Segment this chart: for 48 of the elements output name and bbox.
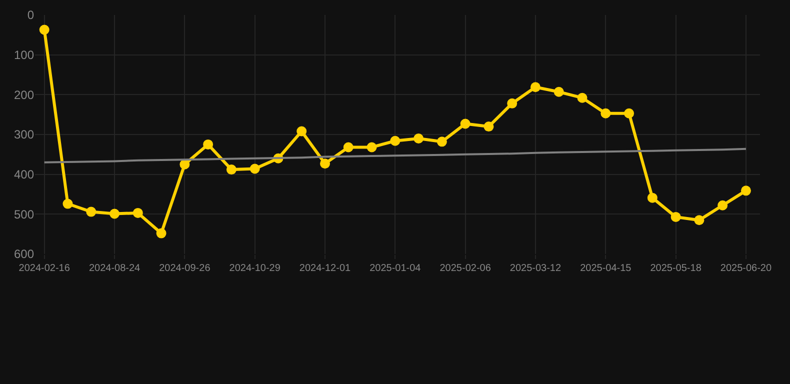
point [110, 208, 120, 219]
point [366, 142, 377, 152]
point [647, 192, 658, 203]
point [484, 122, 494, 132]
point [577, 92, 588, 103]
x-tick-label: 2024-10-29 [229, 263, 281, 274]
point [554, 86, 564, 97]
point [507, 98, 518, 108]
point [180, 159, 190, 170]
point [740, 186, 751, 196]
y-tick-label: 200 [14, 88, 34, 102]
x-tick-label: 2024-02-16 [18, 263, 70, 274]
point [670, 212, 681, 222]
point [226, 164, 236, 175]
point [39, 24, 50, 35]
point [390, 136, 400, 146]
point [624, 108, 634, 118]
y-tick-label: 100 [14, 48, 34, 62]
x-tick-label: 2024-12-01 [299, 263, 352, 274]
point [460, 118, 470, 129]
point [203, 139, 214, 150]
x-tick-label: 2024-08-24 [88, 263, 141, 274]
y-tick-label: 400 [14, 168, 34, 182]
y-tick-label: 600 [14, 247, 34, 262]
point [694, 215, 704, 226]
x-tick-label: 2025-05-18 [650, 263, 702, 274]
point [530, 82, 540, 92]
point [62, 198, 73, 209]
point [132, 208, 143, 218]
x-tick-label: 2024-09-26 [159, 263, 211, 274]
point [296, 126, 307, 136]
x-tick-label: 2025-03-12 [510, 263, 562, 274]
y-tick-label: 500 [14, 207, 34, 222]
x-tick-label: 2025-02-06 [440, 263, 492, 274]
point [320, 158, 330, 169]
point [156, 228, 166, 238]
point [250, 164, 260, 174]
point [436, 136, 447, 147]
y-tick-label: 0 [27, 8, 34, 22]
point [343, 142, 354, 152]
point [718, 200, 728, 210]
x-tick-label: 2025-01-04 [370, 263, 422, 274]
y-tick-label: 300 [14, 128, 34, 142]
point [414, 133, 424, 144]
point [86, 206, 96, 217]
x-tick-label: 2025-04-15 [580, 263, 632, 274]
point [600, 108, 611, 118]
x-tick-label: 2025-06-20 [720, 263, 772, 274]
